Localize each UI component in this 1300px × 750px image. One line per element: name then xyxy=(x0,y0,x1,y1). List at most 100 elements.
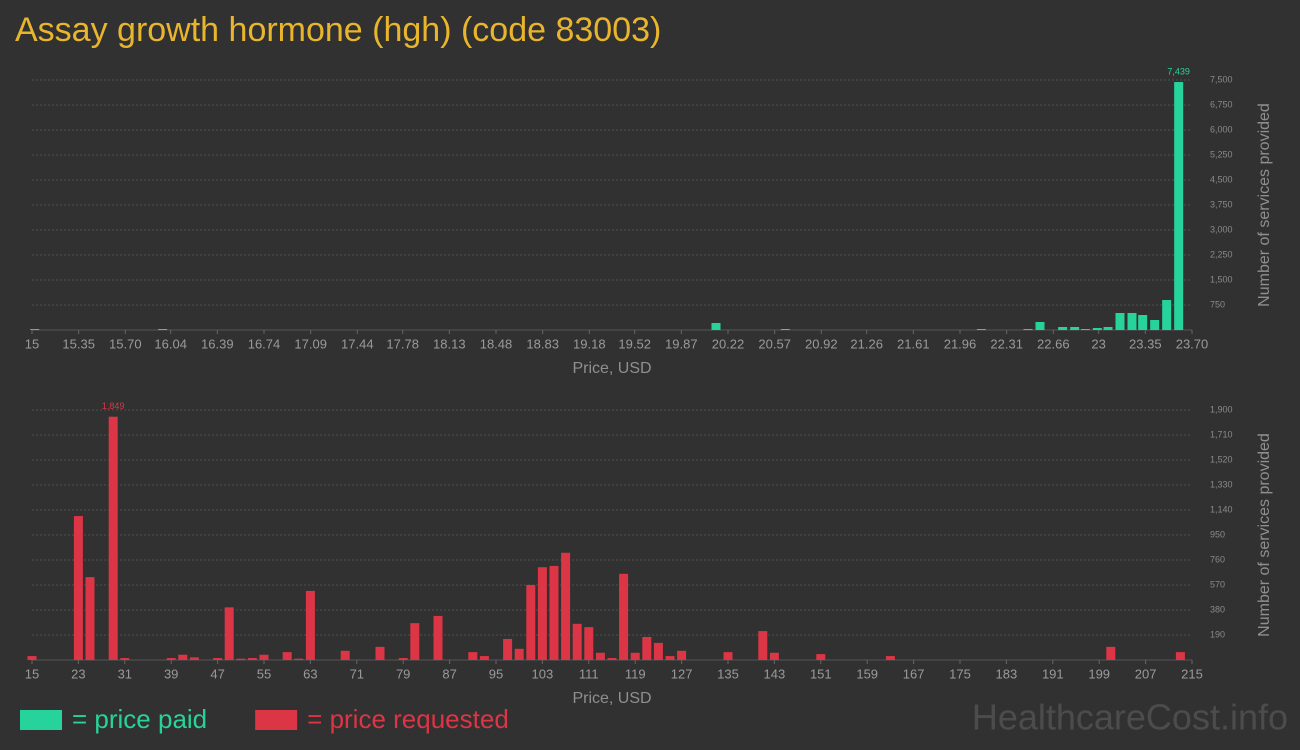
bar xyxy=(816,654,826,660)
x-tick-label: 63 xyxy=(303,666,317,681)
x-tick-label: 167 xyxy=(903,666,925,681)
x-tick-label: 20.22 xyxy=(712,336,745,351)
bar xyxy=(1150,320,1160,330)
bar xyxy=(1103,327,1113,330)
bar xyxy=(259,654,269,660)
y-tick-label: 3,750 xyxy=(1210,199,1233,209)
y-tick-label: 6,000 xyxy=(1210,124,1233,134)
data-label: 7,439 xyxy=(1167,66,1190,76)
y-axis-label: Number of services provided xyxy=(1256,103,1273,307)
x-tick-label: 47 xyxy=(210,666,224,681)
x-tick-label: 21.26 xyxy=(850,336,883,351)
bar xyxy=(1092,328,1102,330)
y-tick-label: 570 xyxy=(1210,579,1225,589)
bar xyxy=(537,567,547,660)
bar xyxy=(1138,315,1148,330)
x-tick-label: 159 xyxy=(856,666,878,681)
x-tick-label: 22.66 xyxy=(1037,336,1070,351)
x-tick-label: 17.44 xyxy=(341,336,374,351)
x-tick-label: 111 xyxy=(579,666,599,681)
x-axis-label: Price, USD xyxy=(572,360,651,377)
x-tick-label: 151 xyxy=(810,666,832,681)
x-tick-label: 71 xyxy=(350,666,364,681)
bar xyxy=(1023,329,1033,330)
x-tick-label: 127 xyxy=(671,666,693,681)
bar xyxy=(166,658,176,660)
y-tick-label: 1,520 xyxy=(1210,454,1233,464)
bar xyxy=(619,573,629,660)
x-tick-label: 18.13 xyxy=(433,336,466,351)
x-tick-label: 23 xyxy=(71,666,85,681)
bar xyxy=(108,416,118,660)
bar xyxy=(976,329,986,330)
x-tick-label: 55 xyxy=(257,666,271,681)
x-tick-label: 20.57 xyxy=(758,336,791,351)
x-tick-label: 119 xyxy=(625,666,646,681)
bar xyxy=(1127,313,1137,330)
x-tick-label: 183 xyxy=(996,666,1018,681)
x-tick-label: 21.96 xyxy=(944,336,977,351)
x-tick-label: 135 xyxy=(717,666,739,681)
x-tick-label: 39 xyxy=(164,666,178,681)
bar xyxy=(503,638,513,660)
y-tick-label: 2,250 xyxy=(1210,249,1233,259)
y-tick-label: 750 xyxy=(1210,299,1225,309)
bar xyxy=(27,656,37,660)
x-tick-label: 16.74 xyxy=(248,336,281,351)
bar xyxy=(885,656,895,660)
x-tick-label: 175 xyxy=(949,666,971,681)
bar xyxy=(479,656,489,660)
x-tick-label: 19.52 xyxy=(618,336,651,351)
bar xyxy=(584,627,594,660)
x-tick-label: 18.83 xyxy=(526,336,559,351)
x-tick-label: 19.18 xyxy=(573,336,606,351)
x-tick-label: 23 xyxy=(1091,336,1105,351)
bar xyxy=(340,650,350,660)
bar xyxy=(294,658,304,660)
bar xyxy=(642,636,652,660)
bar xyxy=(247,658,257,660)
bar xyxy=(1070,327,1080,330)
x-tick-label: 79 xyxy=(396,666,410,681)
x-tick-label: 103 xyxy=(532,666,554,681)
y-tick-label: 1,900 xyxy=(1210,404,1233,414)
bar xyxy=(1080,329,1090,330)
bar xyxy=(375,646,385,660)
bar xyxy=(30,329,40,330)
bar xyxy=(213,658,223,660)
y-tick-label: 1,330 xyxy=(1210,479,1233,489)
bar xyxy=(433,615,443,660)
x-tick-label: 215 xyxy=(1181,666,1203,681)
legend-label: = price requested xyxy=(307,704,509,734)
bar xyxy=(653,642,663,660)
y-tick-label: 760 xyxy=(1210,554,1225,564)
x-tick-label: 191 xyxy=(1042,666,1064,681)
y-tick-label: 1,500 xyxy=(1210,274,1233,284)
bar xyxy=(1035,322,1045,330)
bar xyxy=(677,650,687,660)
bar xyxy=(572,623,582,660)
bar xyxy=(468,652,478,660)
bar xyxy=(158,329,168,330)
x-tick-label: 15.35 xyxy=(62,336,95,351)
y-tick-label: 4,500 xyxy=(1210,174,1233,184)
x-tick-label: 95 xyxy=(489,666,503,681)
x-tick-label: 23.70 xyxy=(1176,336,1209,351)
y-tick-label: 5,250 xyxy=(1210,149,1233,159)
x-tick-label: 31 xyxy=(118,666,132,681)
y-tick-label: 7,500 xyxy=(1210,74,1233,84)
bar xyxy=(780,329,790,330)
y-tick-label: 190 xyxy=(1210,629,1225,639)
x-tick-label: 143 xyxy=(764,666,786,681)
bar xyxy=(665,656,675,660)
x-tick-label: 20.92 xyxy=(805,336,838,351)
bar xyxy=(769,652,779,660)
bar xyxy=(120,658,130,660)
bar xyxy=(1106,646,1116,660)
watermark: HealthcareCost.info xyxy=(972,697,1288,738)
x-tick-label: 23.35 xyxy=(1129,336,1162,351)
x-tick-label: 16.04 xyxy=(154,336,187,351)
y-tick-label: 1,140 xyxy=(1210,504,1233,514)
bar xyxy=(398,658,408,660)
